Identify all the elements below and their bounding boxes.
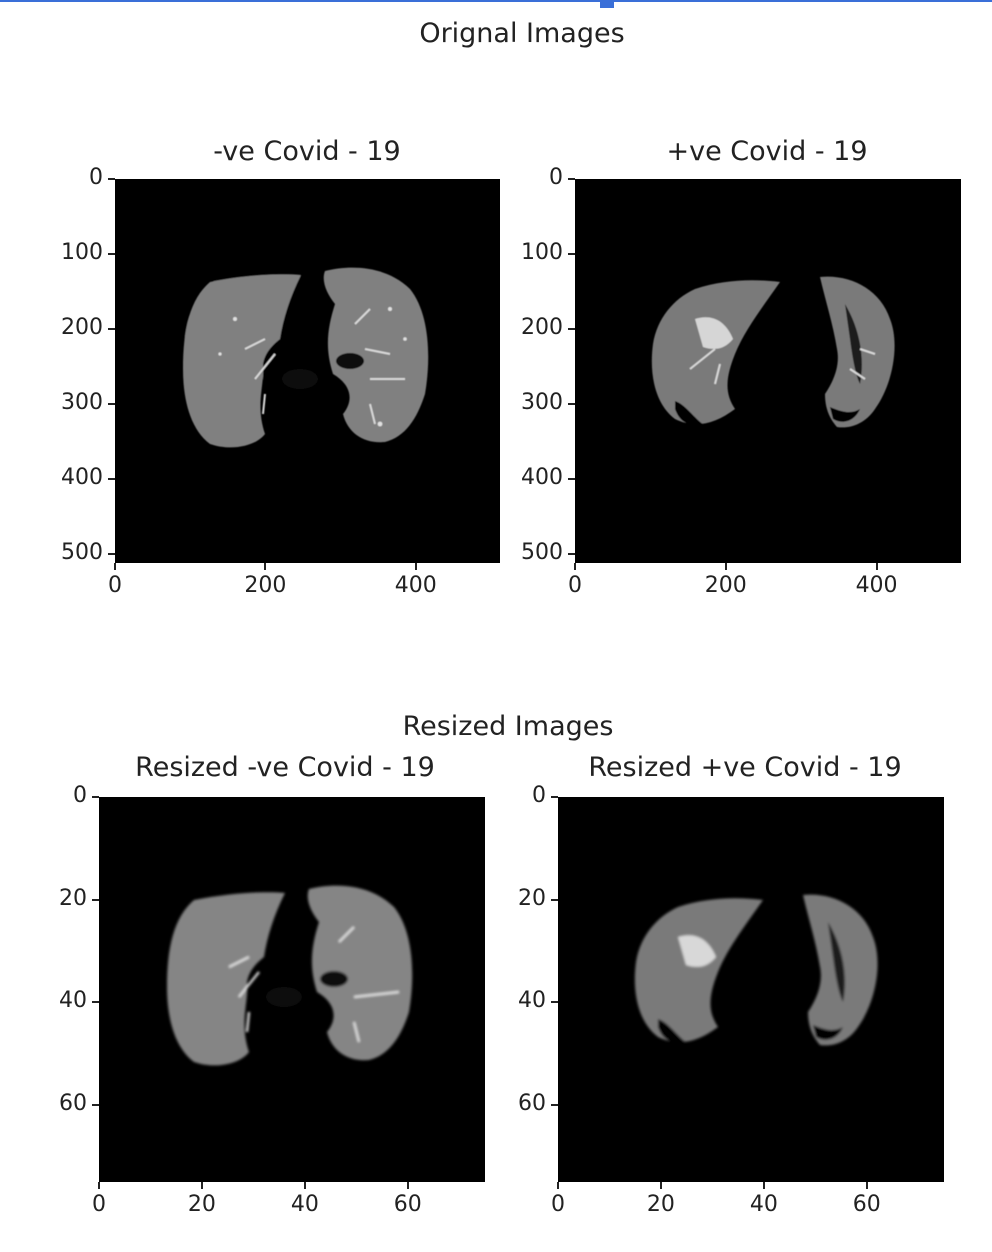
y-tick-label: 200	[521, 315, 563, 340]
x-tick-mark	[659, 1182, 662, 1189]
y-tick-mark	[568, 403, 575, 405]
y-tick-label: 500	[521, 540, 563, 565]
y-tick-label: 40	[518, 988, 546, 1014]
y-tick-label: 0	[73, 783, 87, 808]
panel-title-positive: +ve Covid - 19	[666, 136, 868, 167]
x-tick-label: 0	[108, 573, 122, 598]
window-top-accent-bar	[0, 0, 992, 2]
y-tick-label: 300	[521, 390, 563, 415]
y-tick-label: 0	[549, 165, 563, 190]
y-tick-mark	[551, 898, 558, 901]
y-tick-mark	[568, 178, 575, 180]
section-title-original: Orignal Images	[419, 18, 625, 49]
panel-title-resized-negative: Resized -ve Covid - 19	[135, 752, 435, 783]
y-tick-mark	[108, 553, 115, 555]
x-tick-mark	[98, 1182, 100, 1189]
ct-image-resized-negative	[99, 797, 485, 1182]
y-tick-label: 40	[59, 988, 87, 1014]
x-tick-mark	[724, 563, 727, 570]
x-tick-mark	[875, 563, 878, 570]
y-tick-mark	[108, 328, 115, 330]
y-tick-mark	[108, 178, 115, 180]
x-tick-label: 0	[568, 573, 582, 598]
y-tick-label: 100	[61, 240, 103, 265]
y-tick-label: 200	[61, 315, 103, 340]
x-tick-label: 200	[704, 573, 747, 598]
y-tick-mark	[92, 1104, 99, 1106]
panel-title-resized-positive: Resized +ve Covid - 19	[588, 752, 902, 783]
y-tick-mark	[568, 478, 575, 480]
y-tick-label: 20	[59, 885, 87, 911]
x-tick-label: 0	[92, 1192, 106, 1217]
x-tick-mark	[574, 563, 576, 570]
x-tick-label: 0	[551, 1192, 565, 1217]
y-tick-mark	[92, 796, 99, 798]
y-tick-label: 400	[61, 465, 103, 490]
x-tick-label: 40	[749, 1192, 778, 1217]
y-tick-label: 0	[89, 165, 103, 190]
x-tick-mark	[762, 1182, 765, 1189]
ct-image-positive	[575, 179, 961, 563]
x-tick-mark	[557, 1182, 559, 1189]
y-tick-label: 100	[521, 240, 563, 265]
x-tick-mark	[114, 563, 116, 570]
section-title-resized: Resized Images	[402, 711, 614, 742]
x-tick-mark	[406, 1182, 409, 1189]
x-tick-mark	[264, 563, 267, 570]
panel-title-negative: -ve Covid - 19	[213, 136, 401, 167]
x-tick-label: 400	[394, 573, 437, 598]
y-tick-label: 60	[59, 1091, 87, 1116]
y-tick-mark	[92, 898, 99, 901]
y-tick-label: 20	[518, 885, 546, 911]
y-tick-mark	[568, 553, 575, 555]
y-tick-label: 500	[61, 540, 103, 565]
x-tick-label: 60	[393, 1192, 422, 1217]
y-tick-mark	[108, 253, 115, 255]
scroll-marker-icon	[600, 0, 614, 8]
y-tick-label: 60	[518, 1091, 546, 1116]
x-tick-mark	[414, 563, 417, 570]
x-tick-label: 400	[855, 573, 898, 598]
ct-image-resized-positive	[558, 797, 944, 1182]
x-tick-mark	[303, 1182, 306, 1189]
x-tick-mark	[865, 1182, 868, 1189]
y-tick-label: 300	[61, 390, 103, 415]
y-tick-mark	[551, 1104, 558, 1106]
y-tick-mark	[568, 328, 575, 330]
y-tick-label: 0	[532, 783, 546, 808]
x-tick-label: 20	[187, 1192, 216, 1217]
ct-image-negative	[115, 179, 500, 563]
y-tick-mark	[551, 796, 558, 798]
y-tick-mark	[551, 1001, 558, 1004]
x-tick-label: 60	[852, 1192, 881, 1217]
y-tick-mark	[108, 478, 115, 480]
y-tick-mark	[108, 403, 115, 405]
x-tick-label: 20	[646, 1192, 675, 1217]
x-tick-mark	[200, 1182, 203, 1189]
x-tick-label: 40	[290, 1192, 319, 1217]
y-tick-mark	[92, 1001, 99, 1004]
y-tick-label: 400	[521, 465, 563, 490]
x-tick-label: 200	[244, 573, 287, 598]
y-tick-mark	[568, 253, 575, 255]
